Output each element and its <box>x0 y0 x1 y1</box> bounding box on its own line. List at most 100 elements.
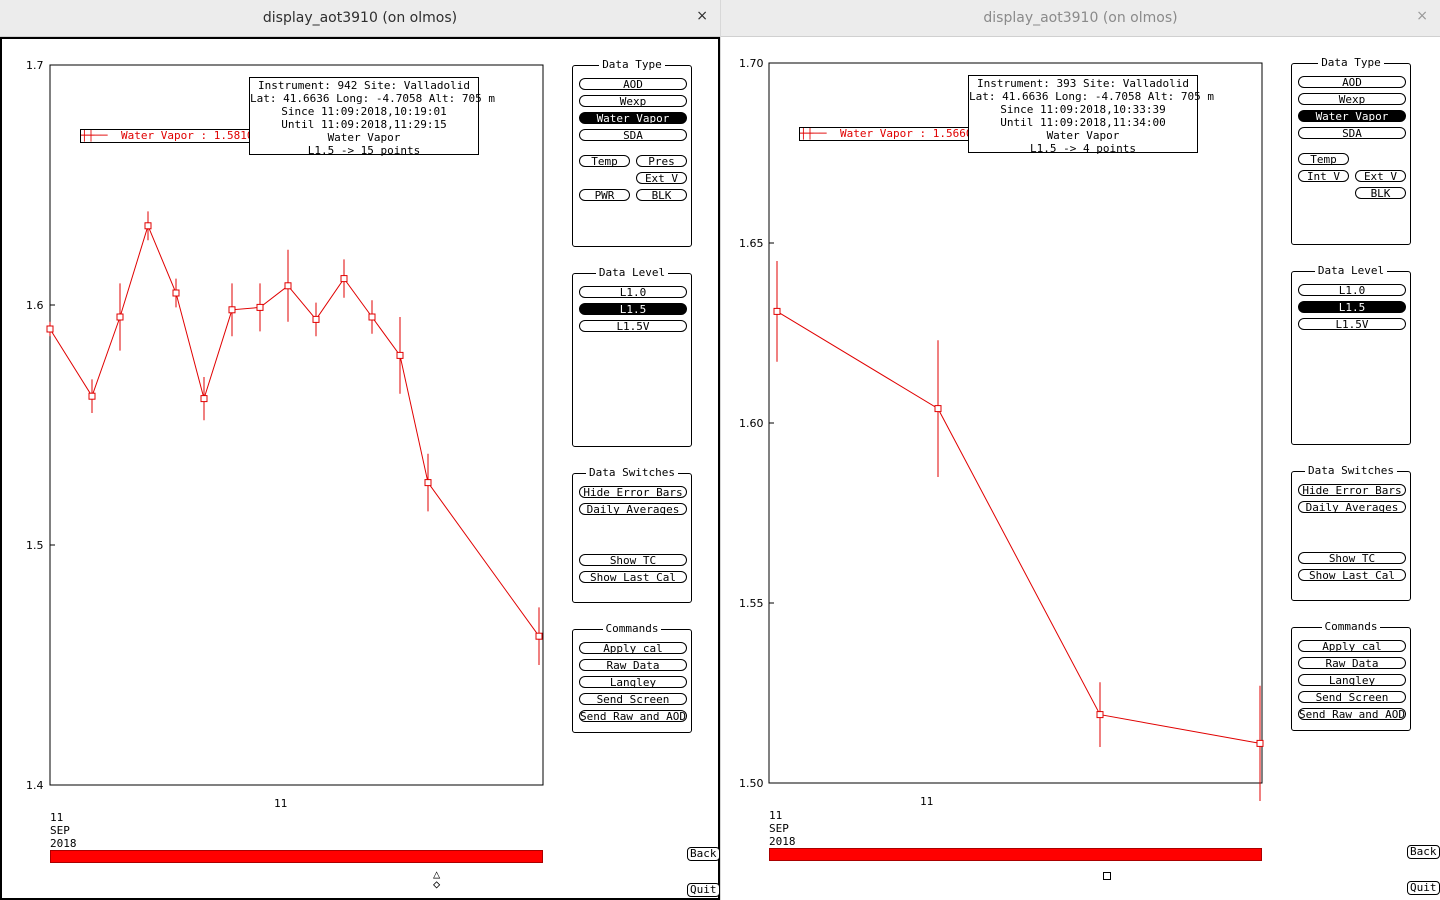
time-range-bar[interactable] <box>50 850 543 863</box>
y-tick-label: 1.55 <box>739 597 764 610</box>
water-vapor-button[interactable]: Water Vapor <box>579 112 687 124</box>
level-l15-button[interactable]: L1.5 <box>579 303 687 315</box>
data-point <box>1256 739 1264 747</box>
legend-symbol-icon: ┼┼── <box>800 127 827 140</box>
y-tick-label: 1.5 <box>26 539 44 552</box>
aod-button[interactable]: AOD <box>579 78 687 90</box>
level-l10-button[interactable]: L1.0 <box>579 286 687 298</box>
temp-button[interactable]: Temp <box>579 155 630 167</box>
raw-data-button[interactable]: Raw Data <box>1298 657 1406 669</box>
int-v-button[interactable]: Int V <box>1298 170 1349 182</box>
info-line: Lat: 41.6636 Long: -4.7058 Alt: 705 m <box>250 92 496 105</box>
info-line: Water Vapor <box>1046 129 1120 142</box>
data-level-panel: Data Level L1.0 L1.5 L1.5V <box>572 266 692 447</box>
plot-canvas: 1.70 1.65 1.60 1.55 1.50 ┼┼── Water Vapor… <box>721 37 1440 900</box>
close-icon[interactable]: × <box>1416 8 1428 24</box>
x-tick-label: 11 <box>274 797 288 810</box>
show-tc-button[interactable]: Show TC <box>1298 552 1406 564</box>
title-bar[interactable]: display_aot3910 (on olmos) × <box>721 0 1440 37</box>
quit-button[interactable]: Quit <box>687 883 720 897</box>
info-line: Until 11:09:2018,11:34:00 <box>1000 116 1166 129</box>
x-date-year: 2018 <box>50 837 77 850</box>
blk-button[interactable]: BLK <box>636 189 687 201</box>
hide-error-bars-button[interactable]: Hide Error Bars <box>1298 484 1406 496</box>
daily-averages-button[interactable]: Daily Averages <box>579 503 687 515</box>
close-icon[interactable]: × <box>696 8 708 24</box>
hide-error-bars-button[interactable]: Hide Error Bars <box>579 486 687 498</box>
apply-cal-button[interactable]: Apply cal <box>1298 640 1406 652</box>
legend-symbol-icon: ┼┼── <box>81 129 108 142</box>
ext-v-button[interactable]: Ext V <box>636 172 687 184</box>
time-range-bar[interactable] <box>769 848 1262 861</box>
panel-title: Data Switches <box>585 466 679 479</box>
window-title: display_aot3910 (on olmos) <box>262 10 458 26</box>
series-line <box>776 310 1261 744</box>
data-point <box>200 395 208 403</box>
info-line: Since 11:09:2018,10:19:01 <box>281 105 447 118</box>
wexp-button[interactable]: Wexp <box>1298 93 1406 105</box>
panel-title: Data Type <box>1318 56 1384 69</box>
instrument-info-box: Instrument: 942 Site: Valladolid Lat: 41… <box>249 77 496 157</box>
apply-cal-button[interactable]: Apply cal <box>579 642 687 654</box>
show-tc-button[interactable]: Show TC <box>579 554 687 566</box>
back-button[interactable]: Back <box>687 847 720 861</box>
info-line: Water Vapor <box>327 131 401 144</box>
daily-averages-button[interactable]: Daily Averages <box>1298 501 1406 513</box>
info-line: L1.5 -> 15 points <box>307 144 421 157</box>
data-point <box>340 275 348 283</box>
time-marker-icon[interactable] <box>1103 872 1111 880</box>
x-date-label: 11 SEP 2018 <box>50 811 77 850</box>
wexp-button[interactable]: Wexp <box>579 95 687 107</box>
panel-title: Commands <box>1321 620 1381 633</box>
quit-button[interactable]: Quit <box>1407 881 1440 895</box>
ext-v-button[interactable]: Ext V <box>1355 170 1406 182</box>
y-tick-label: 1.4 <box>26 779 44 792</box>
level-l15v-button[interactable]: L1.5V <box>1298 318 1406 330</box>
info-line: Since 11:09:2018,10:33:39 <box>1000 103 1166 116</box>
pres-button[interactable]: Pres <box>636 155 687 167</box>
y-tick-label: 1.6 <box>26 299 44 312</box>
water-vapor-button[interactable]: Water Vapor <box>1298 110 1406 122</box>
data-point <box>396 351 404 359</box>
data-point <box>284 282 292 290</box>
send-raw-aod-button[interactable]: Send Raw and AOD <box>579 710 687 722</box>
sda-button[interactable]: SDA <box>1298 127 1406 139</box>
send-raw-aod-button[interactable]: Send Raw and AOD <box>1298 708 1406 720</box>
langley-button[interactable]: Langley <box>1298 674 1406 686</box>
chart-plot <box>46 64 544 786</box>
send-screen-button[interactable]: Send Screen <box>579 693 687 705</box>
langley-button[interactable]: Langley <box>579 676 687 688</box>
legend-label: Water Vapor : 1.5810 ± <box>121 129 260 142</box>
data-point <box>368 313 376 321</box>
show-last-cal-button[interactable]: Show Last Cal <box>1298 569 1406 581</box>
temp-button[interactable]: Temp <box>1298 153 1349 165</box>
info-line: L1.5 -> 4 points <box>1030 142 1136 155</box>
panel-title: Commands <box>602 622 662 635</box>
x-date-month: SEP <box>769 822 789 835</box>
sda-button[interactable]: SDA <box>579 129 687 141</box>
send-screen-button[interactable]: Send Screen <box>1298 691 1406 703</box>
series-line <box>49 224 540 637</box>
pwr-button[interactable]: PWR <box>579 189 630 201</box>
raw-data-button[interactable]: Raw Data <box>579 659 687 671</box>
y-tick-label: 1.7 <box>26 59 44 72</box>
level-l10-button[interactable]: L1.0 <box>1298 284 1406 296</box>
data-type-panel: Data Type AOD Wexp Water Vapor SDA Temp … <box>1291 56 1411 245</box>
aod-button[interactable]: AOD <box>1298 76 1406 88</box>
data-point <box>88 392 96 400</box>
x-date-month: SEP <box>50 824 70 837</box>
show-last-cal-button[interactable]: Show Last Cal <box>579 571 687 583</box>
blk-button[interactable]: BLK <box>1355 187 1406 199</box>
level-l15-button[interactable]: L1.5 <box>1298 301 1406 313</box>
info-line: Lat: 41.6636 Long: -4.7058 Alt: 705 m <box>969 90 1215 103</box>
window-right: display_aot3910 (on olmos) × 1.70 1.65 1… <box>720 0 1440 900</box>
level-l15v-button[interactable]: L1.5V <box>579 320 687 332</box>
back-button[interactable]: Back <box>1407 845 1440 859</box>
x-tick-label: 11 <box>920 795 934 808</box>
title-bar[interactable]: display_aot3910 (on olmos) × <box>0 0 720 37</box>
info-line: Instrument: 942 Site: Valladolid <box>258 79 470 92</box>
x-date-day: 11 <box>769 809 783 822</box>
instrument-info-box: Instrument: 393 Site: Valladolid Lat: 41… <box>968 75 1215 155</box>
panel-title: Data Type <box>599 58 665 71</box>
time-marker-icon[interactable]: △ ◇ <box>433 867 441 891</box>
